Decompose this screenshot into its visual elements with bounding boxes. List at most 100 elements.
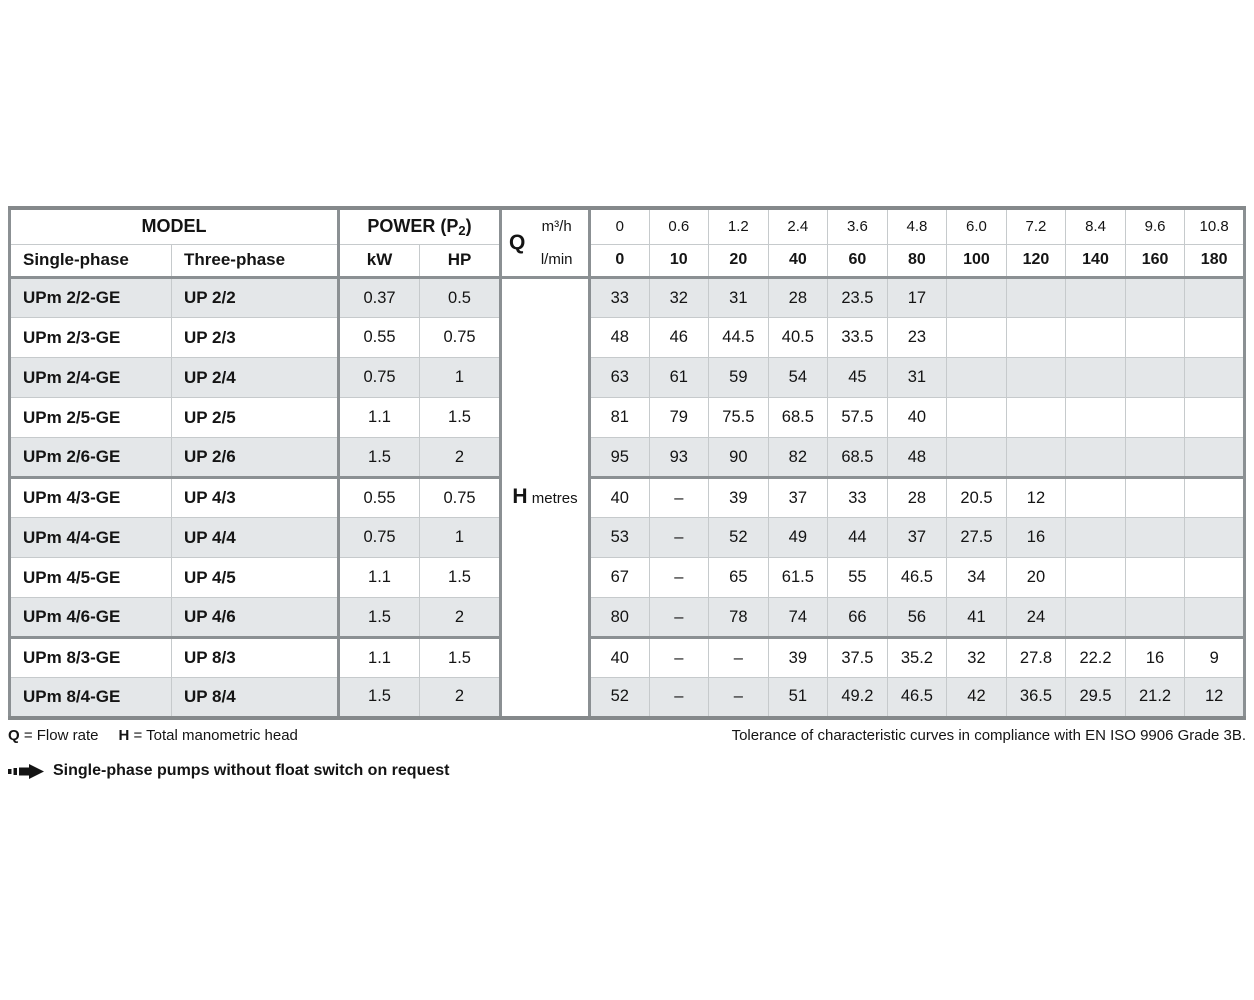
head-value-cell: 78 <box>708 597 769 638</box>
head-value-cell: 48 <box>589 317 650 358</box>
footer-line: Q = Flow rate H = Total manometric head … <box>8 727 1246 744</box>
head-value-cell: 45 <box>827 357 888 398</box>
kw-value-cell: 0.55 <box>337 317 420 358</box>
head-value-cell <box>1184 317 1245 358</box>
m3h-value-cell: 0.6 <box>648 207 710 245</box>
head-value-cell: 80 <box>589 597 650 638</box>
head-value-cell: 42 <box>946 677 1007 718</box>
three-phase-model-cell: UP 2/4 <box>171 357 339 398</box>
single-phase-model-cell: UPm 4/4-GE <box>9 517 172 558</box>
head-value-cell <box>1184 517 1245 558</box>
pump-performance-table: MODEL POWER (P2) Q m³/h l/min 0 0.6 1.2 2.4… <box>8 206 1246 720</box>
note-line: Single-phase pumps without float switch … <box>8 762 449 780</box>
m3h-unit-label: m³/h <box>541 218 572 235</box>
hp-value-cell: 2 <box>419 437 501 478</box>
head-value-cell: 65 <box>708 557 769 598</box>
kw-value-cell: 0.75 <box>337 357 420 398</box>
kw-value-cell: 1.5 <box>337 677 420 718</box>
head-value-cell: 36.5 <box>1005 677 1067 718</box>
single-phase-model-cell: UPm 2/5-GE <box>9 397 172 438</box>
head-value-cell: 46 <box>648 317 710 358</box>
m3h-value-cell: 1.2 <box>708 207 769 245</box>
lmin-value-cell: 60 <box>827 243 888 280</box>
head-value-cell <box>1065 557 1126 598</box>
kw-value-cell: 0.37 <box>337 277 420 318</box>
head-value-cell: 53 <box>589 517 650 558</box>
m3h-value-cell: 7.2 <box>1005 207 1067 245</box>
head-value-cell <box>1184 277 1245 318</box>
head-value-cell: 16 <box>1005 517 1067 558</box>
head-value-cell: – <box>648 557 710 598</box>
h-unit-label: metres <box>531 490 578 508</box>
header-row-1: MODEL POWER (P2) Q m³/h l/min 0 0.6 1.2 2.4… <box>9 207 1245 279</box>
head-value-cell <box>1184 557 1245 598</box>
head-value-cell: 24 <box>1005 597 1067 638</box>
head-value-cell: 54 <box>767 357 829 398</box>
hp-value-cell: 0.5 <box>419 277 501 318</box>
head-value-cell: 61.5 <box>767 557 829 598</box>
lmin-value-cell: 100 <box>946 243 1007 280</box>
head-value-cell <box>946 357 1007 398</box>
m3h-value-cell: 4.8 <box>886 207 948 245</box>
head-value-cell: 48 <box>886 437 948 478</box>
lmin-value-cell: 160 <box>1124 243 1186 280</box>
table-row: UPm 2/2-GE UP 2/2 0.37 0.5 H metres 33 32 31 28 2… <box>9 277 1245 718</box>
q-symbol: Q <box>509 231 526 254</box>
power-label-suffix: ) <box>465 215 472 236</box>
m3h-value-cell: 8.4 <box>1065 207 1126 245</box>
head-value-cell: 39 <box>708 476 769 518</box>
head-value-cell: 37.5 <box>827 636 888 678</box>
header-row-2: Single-phase Three-phase kW HP 0 10 20 40 60… <box>9 243 1245 280</box>
head-value-cell: 31 <box>708 277 769 318</box>
head-value-cell: 12 <box>1005 476 1067 518</box>
single-phase-model-cell: UPm 2/4-GE <box>9 357 172 398</box>
power-label-prefix: POWER (P <box>367 215 459 236</box>
table-row: UPm 8/4-GE UP 8/4 1.5 2 52– –51 49.2 46.5 42 36.5… <box>9 677 1245 718</box>
kw-value-cell: 1.1 <box>337 397 420 438</box>
head-value-cell: 33 <box>827 476 888 518</box>
head-value-cell: 75.5 <box>708 397 769 438</box>
head-value-cell: 55 <box>827 557 888 598</box>
head-value-cell <box>1065 397 1126 438</box>
table-row: UPm 4/6-GE UP 4/6 1.5 2 80–78 74 66 56 41 24 <box>9 597 1245 638</box>
head-value-cell: 68.5 <box>767 397 829 438</box>
head-value-cell <box>1005 277 1067 318</box>
lmin-value-cell: 140 <box>1065 243 1126 280</box>
table-row: UPm 2/3-GE UP 2/3 0.55 0.75 48 46 44.5 40.5 33.5… <box>9 317 1245 358</box>
head-value-cell: – <box>648 597 710 638</box>
three-phase-model-cell: UP 4/5 <box>171 557 339 598</box>
head-value-cell: 32 <box>648 277 710 318</box>
head-value-cell <box>946 277 1007 318</box>
head-value-cell: 56 <box>886 597 948 638</box>
head-value-cell: – <box>648 476 710 518</box>
single-phase-model-cell: UPm 2/6-GE <box>9 437 172 478</box>
head-value-cell <box>1124 357 1186 398</box>
single-phase-model-cell: UPm 4/3-GE <box>9 476 172 518</box>
head-value-cell <box>1065 277 1126 318</box>
tolerance-note: Tolerance of characteristic curves in co… <box>731 727 1246 744</box>
hp-header: HP <box>419 243 501 280</box>
hp-value-cell: 1.5 <box>419 636 501 678</box>
head-value-cell: – <box>708 636 769 678</box>
head-value-cell <box>1005 437 1067 478</box>
hp-value-cell: 0.75 <box>419 476 501 518</box>
head-value-cell <box>1065 476 1126 518</box>
head-value-cell <box>1065 437 1126 478</box>
head-value-cell: 67 <box>589 557 650 598</box>
head-value-cell <box>1124 437 1186 478</box>
hp-value-cell: 0.75 <box>419 317 501 358</box>
head-value-cell: 49.2 <box>827 677 888 718</box>
head-value-cell <box>1184 357 1245 398</box>
kw-value-cell: 0.75 <box>337 517 420 558</box>
head-value-cell: 9 <box>1184 636 1245 678</box>
table-row: UPm 2/6-GE UP 2/6 1.5 2 95 93 90 82 68.5 48 <box>9 437 1245 478</box>
head-value-cell <box>1005 317 1067 358</box>
head-value-cell: 33.5 <box>827 317 888 358</box>
head-value-cell: 46.5 <box>886 557 948 598</box>
hp-value-cell: 2 <box>419 597 501 638</box>
q-definition: Q = Flow rate <box>8 727 98 744</box>
head-value-cell: – <box>648 517 710 558</box>
head-value-cell: 21.2 <box>1124 677 1186 718</box>
head-value-cell: 82 <box>767 437 829 478</box>
head-value-cell: 34 <box>946 557 1007 598</box>
